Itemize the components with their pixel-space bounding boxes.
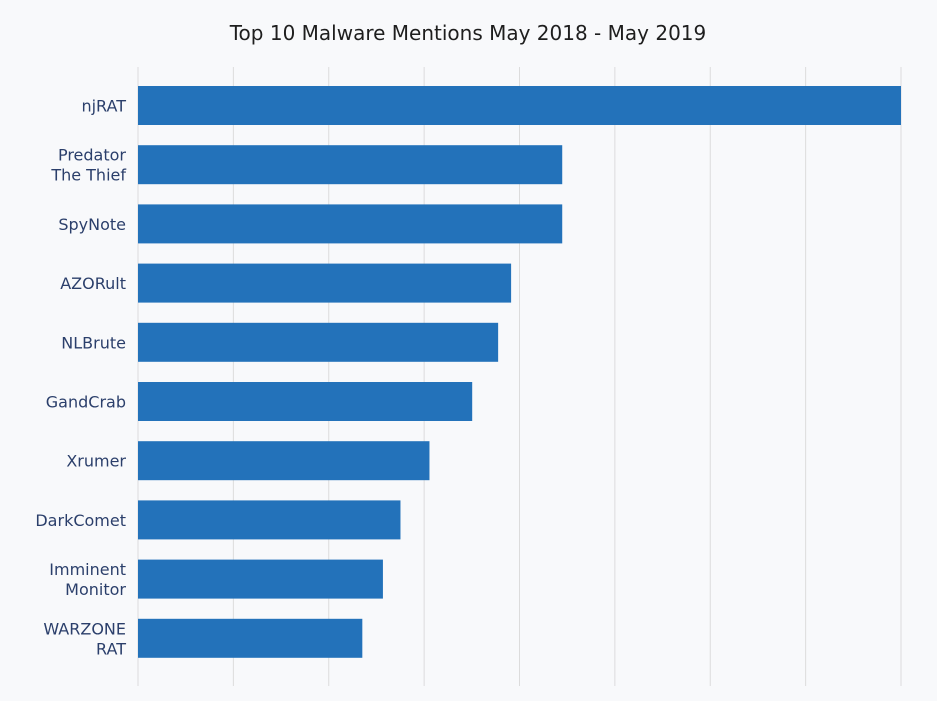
category-label-line: The Thief [50, 166, 126, 185]
category-label: DarkComet [35, 511, 126, 530]
category-label-line: DarkComet [35, 511, 126, 530]
category-label: WARZONE RAT [43, 619, 126, 658]
bar [138, 322, 499, 362]
category-label-line: Predator [58, 146, 126, 165]
bar-layer [138, 86, 901, 658]
category-label: AZORult [60, 274, 126, 293]
category-label: Imminent Monitor [49, 560, 126, 599]
bar [138, 145, 563, 185]
bar [138, 382, 473, 421]
category-label-line: GandCrab [46, 393, 126, 412]
category-label-line: RAT [96, 639, 126, 658]
category-label: NLBrute [61, 333, 126, 352]
category-label-line: Xrumer [66, 452, 126, 471]
category-label-line: Monitor [65, 580, 126, 599]
bar [138, 263, 512, 303]
bar [138, 441, 430, 481]
category-label: GandCrab [46, 393, 126, 412]
category-label: SpyNote [58, 215, 126, 234]
bar [138, 204, 563, 244]
category-label-line: Imminent [49, 560, 126, 579]
bar [138, 86, 901, 125]
bar [138, 559, 383, 599]
category-label-line: WARZONE [43, 619, 126, 638]
bar [138, 618, 363, 658]
category-label: Predator The Thief [50, 146, 126, 185]
bar [138, 500, 401, 540]
category-label-line: AZORult [60, 274, 126, 293]
chart-title: Top 10 Malware Mentions May 2018 - May 2… [229, 21, 707, 45]
category-labels: njRAT Predator The Thief SpyNote AZORult NLBr… [35, 97, 126, 659]
category-label-line: NLBrute [61, 333, 126, 352]
category-label-line: njRAT [81, 97, 126, 116]
category-label-line: SpyNote [58, 215, 126, 234]
category-label: Xrumer [66, 452, 126, 471]
category-label: njRAT [81, 97, 126, 116]
